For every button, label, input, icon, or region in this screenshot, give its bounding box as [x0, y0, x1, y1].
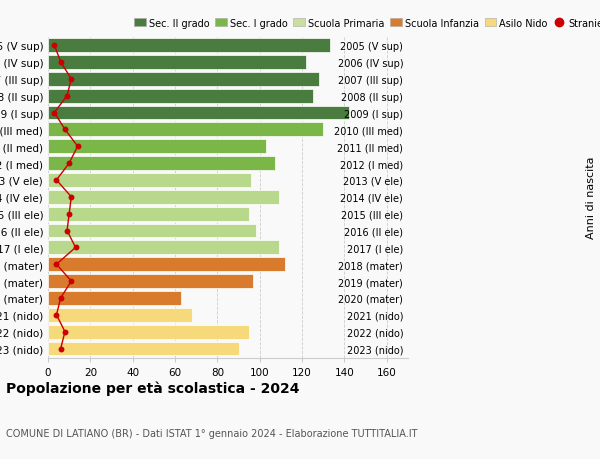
Bar [48, 90, 313, 103]
Bar [48, 207, 249, 221]
Point [62, 227, 72, 235]
Text: Anni di nascita: Anni di nascita [586, 156, 596, 239]
Point [64, 211, 74, 218]
Bar [48, 190, 279, 204]
Bar [48, 140, 266, 154]
Text: Popolazione per età scolastica - 2024: Popolazione per età scolastica - 2024 [6, 381, 299, 396]
Bar [48, 224, 256, 238]
Bar [48, 73, 319, 86]
Point [50, 110, 59, 117]
Point [67, 278, 76, 285]
Bar [48, 157, 275, 171]
Bar [48, 56, 307, 70]
Point [71, 244, 80, 252]
Bar [48, 39, 329, 53]
Bar [48, 258, 285, 272]
Point [56, 59, 65, 67]
Point [73, 143, 82, 151]
Bar [48, 106, 349, 120]
Point [52, 177, 61, 184]
Bar [48, 274, 253, 288]
Bar [48, 308, 192, 322]
Bar [48, 241, 279, 255]
Point [56, 345, 65, 353]
Bar [48, 325, 249, 339]
Bar [48, 291, 181, 305]
Point [60, 328, 70, 336]
Point [52, 312, 61, 319]
Point [60, 126, 70, 134]
Bar [48, 342, 239, 356]
Bar [48, 123, 323, 137]
Point [67, 194, 76, 201]
Point [50, 42, 59, 50]
Point [62, 93, 72, 100]
Point [56, 295, 65, 302]
Legend: Sec. II grado, Sec. I grado, Scuola Primaria, Scuola Infanzia, Asilo Nido, Stran: Sec. II grado, Sec. I grado, Scuola Prim… [134, 19, 600, 28]
Bar [48, 174, 251, 187]
Text: COMUNE DI LATIANO (BR) - Dati ISTAT 1° gennaio 2024 - Elaborazione TUTTITALIA.IT: COMUNE DI LATIANO (BR) - Dati ISTAT 1° g… [6, 428, 418, 438]
Point [67, 76, 76, 83]
Point [52, 261, 61, 269]
Point [64, 160, 74, 168]
